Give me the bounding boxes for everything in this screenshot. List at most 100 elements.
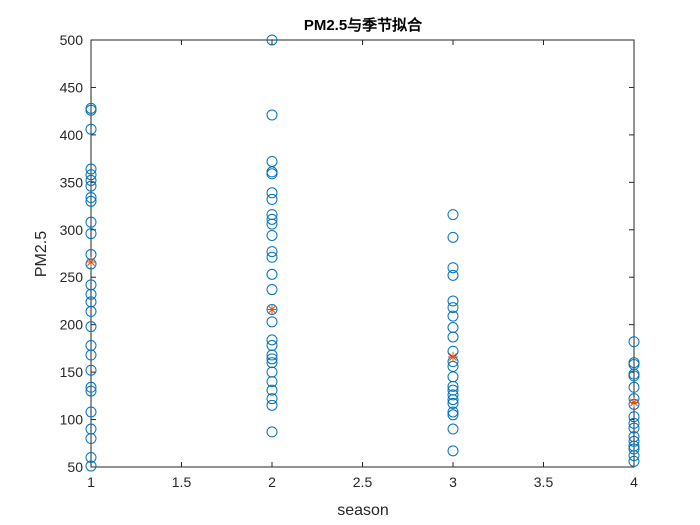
data-point-circle [628, 440, 640, 452]
y-tick-label: 500 [60, 32, 84, 48]
y-tick-label: 200 [60, 317, 84, 333]
data-point-circle [447, 331, 459, 343]
data-point-circle [447, 389, 459, 401]
x-axis-label: season [337, 502, 389, 519]
data-point-circle [628, 431, 640, 443]
x-tick-label: 3.5 [534, 474, 554, 490]
x-tick-label: 3 [449, 474, 457, 490]
data-point-circle [447, 262, 459, 274]
x-tick-label: 2 [268, 474, 276, 490]
data-point-circle [266, 316, 278, 328]
y-tick-label: 250 [60, 269, 84, 285]
data-point-circle [266, 268, 278, 280]
data-point-circle [266, 34, 278, 46]
data-point-circle [266, 284, 278, 296]
y-tick-label: 400 [60, 127, 84, 143]
data-point-circle [266, 193, 278, 205]
data-point-circle [85, 381, 97, 393]
data-point-circle [266, 229, 278, 241]
fit-point-asterisk [86, 257, 96, 268]
data-point-circle [266, 246, 278, 258]
data-point-circle [266, 187, 278, 199]
y-tick-label: 50 [67, 459, 83, 475]
data-point-circle [85, 423, 97, 435]
data-point-circle [85, 296, 97, 308]
data-point-circle [85, 279, 97, 291]
axes-box [90, 39, 635, 468]
data-point-circle [266, 399, 278, 411]
chart-title: PM2.5与季节拟合 [304, 16, 423, 34]
data-point-circle [266, 376, 278, 388]
data-point-circle [266, 334, 278, 346]
data-point-circle [266, 353, 278, 365]
y-axis-ticks: 50 100 150 200 250 300 350 400 450 500 [60, 32, 634, 475]
data-point-circle [266, 366, 278, 378]
data-point-circle [266, 349, 278, 361]
data-point-circle [447, 322, 459, 334]
data-point-circle [266, 340, 278, 352]
data-point-circle [628, 370, 640, 382]
data-point-circle [447, 209, 459, 221]
data-point-circle [447, 394, 459, 406]
data-point-circle [85, 123, 97, 135]
data-point-circle [447, 269, 459, 281]
data-point-circle [85, 406, 97, 418]
data-point-circle [85, 169, 97, 181]
data-point-circle [447, 445, 459, 457]
data-point-circle [266, 109, 278, 121]
data-point-circle [628, 417, 640, 429]
data-point-circle [266, 168, 278, 180]
data-point-circle [85, 305, 97, 317]
data-point-circle [447, 302, 459, 314]
data-point-circle [85, 321, 97, 333]
plot-frame [90, 39, 635, 468]
data-point-circle [85, 104, 97, 116]
data-point-circle [85, 195, 97, 207]
y-axis-label: PM2.5 [33, 231, 50, 277]
data-point-circle [85, 364, 97, 376]
data-point-circle [266, 393, 278, 405]
data-point-circle [85, 216, 97, 228]
data-point-circle [447, 310, 459, 322]
data-point-circle [628, 455, 640, 467]
fit-point-asterisk [448, 351, 458, 362]
y-tick-label: 150 [60, 364, 84, 380]
fit-point-asterisk [629, 397, 639, 408]
data-point-circle [85, 288, 97, 300]
data-point-circle [628, 359, 640, 371]
data-point-circle [447, 380, 459, 392]
data-point-circle [85, 340, 97, 352]
x-tick-label: 2.5 [353, 474, 373, 490]
y-tick-label: 350 [60, 174, 84, 190]
data-point-circle [447, 423, 459, 435]
x-tick-label: 1 [87, 474, 95, 490]
data-point-circle [628, 422, 640, 434]
data-point-circle [628, 336, 640, 348]
data-point-circle [85, 349, 97, 361]
data-point-circle [85, 163, 97, 175]
data-point-circle [266, 209, 278, 221]
data-point-circle [628, 443, 640, 455]
scatter-points [85, 34, 640, 472]
data-point-circle [85, 385, 97, 397]
x-axis-ticks: 1 1.5 2 2.5 3 3.5 4 [87, 40, 638, 490]
fit-point-asterisk [267, 304, 277, 315]
data-point-circle [447, 409, 459, 421]
data-point-circle [266, 384, 278, 396]
data-point-circle [628, 435, 640, 447]
data-point-circle [85, 192, 97, 204]
data-point-circle [85, 452, 97, 464]
data-point-circle [85, 174, 97, 186]
data-point-circle [85, 180, 97, 192]
data-point-circle [266, 213, 278, 225]
y-tick-label: 100 [60, 412, 84, 428]
data-point-circle [266, 357, 278, 369]
data-point-circle [266, 426, 278, 438]
data-point-circle [447, 384, 459, 396]
data-point-circle [628, 381, 640, 393]
y-tick-label: 450 [60, 79, 84, 95]
x-tick-label: 1.5 [172, 474, 192, 490]
data-point-circle [447, 397, 459, 409]
y-tick-label: 300 [60, 222, 84, 238]
